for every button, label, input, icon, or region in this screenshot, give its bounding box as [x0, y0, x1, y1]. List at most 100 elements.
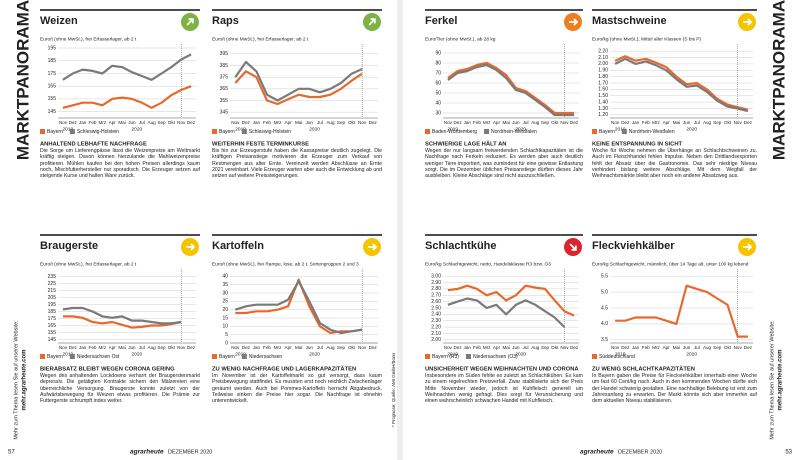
legend-swatch [212, 354, 217, 359]
y-tick-label: 0 [225, 340, 228, 346]
chart-subtitle: Euro/t (ohne MwSt.), frei Erfasserlager,… [212, 36, 309, 42]
page-number: 53 [785, 450, 792, 456]
x-tick-label: Apr [493, 120, 501, 125]
trend-arrow [368, 243, 378, 251]
text-body: Die Sorge um Lieferengpässe lässt die We… [40, 148, 200, 180]
x-tick-label: Aug [326, 120, 335, 125]
text-heading: UNSICHERHEIT WEGEN WEIHNACHTEN UND CORON… [425, 367, 579, 373]
y-tick-label: 165 [48, 84, 57, 90]
x-tick-label: Apr [663, 120, 671, 125]
x-tick-label: Mrz [483, 120, 491, 125]
series-line [234, 280, 363, 335]
x-tick-label: Nov [611, 345, 620, 350]
legend-swatch [621, 129, 627, 134]
text-heading: ANHALTEND LEBHAFTE NACHFRAGE [40, 142, 147, 148]
x-tick-label: Okt [348, 120, 356, 125]
x-tick-label: Dez [242, 345, 251, 350]
y-tick-label: 235 [48, 274, 57, 280]
y-tick-label: 10 [222, 324, 228, 330]
legend-label: Bayern [219, 354, 235, 360]
x-tick-label: Jun [512, 120, 520, 125]
x-tick-label: Jul [317, 120, 323, 125]
x-tick-label: Aug [531, 120, 540, 125]
y-tick-label: 145 [48, 109, 57, 115]
x-tick-label: Jun [512, 345, 520, 350]
x-tick-label: Sep [713, 120, 722, 125]
y-tick-label: 195 [48, 302, 57, 308]
chart-title: Fleckviehkälber [592, 240, 675, 252]
y-tick-label: 20 [222, 307, 228, 313]
text-body: Insbesondere im Süden fehlte es zuletzt … [425, 373, 583, 405]
x-tick-label: Sep [337, 345, 346, 350]
series-line [614, 55, 749, 111]
x-tick-label: Aug [148, 120, 157, 125]
x-tick-label: Feb [642, 345, 650, 350]
y-tick-label: 2.00 [431, 337, 441, 343]
y-tick-label: 90 [435, 50, 441, 56]
series-line [447, 61, 575, 115]
legend-label: Süddeutschland [599, 354, 635, 360]
y-tick-label: 1.60 [598, 87, 608, 93]
y-tick-label: 2.30 [431, 318, 441, 324]
year-label: 2020 [132, 126, 143, 132]
x-tick-label: Apr [285, 345, 293, 350]
x-tick-label: Nov [358, 345, 367, 350]
x-tick-label: Aug [326, 345, 335, 350]
x-tick-label: Dez [187, 345, 196, 350]
y-tick-label: 205 [48, 295, 57, 301]
year-label: 2020 [132, 351, 143, 357]
x-tick-label: Dez [453, 345, 462, 350]
y-tick-label: 385 [220, 63, 229, 69]
legend-swatch [40, 129, 45, 134]
x-tick-label: Feb [89, 120, 97, 125]
y-tick-label: 1.40 [598, 99, 608, 105]
legend-label: Niedersachsen (O3) [473, 354, 518, 360]
x-tick-label: Nov [734, 345, 743, 350]
legend-swatch [425, 354, 430, 359]
x-tick-label: Nov [59, 120, 68, 125]
y-tick-label: 25 [222, 299, 228, 305]
x-tick-label: Nov [560, 120, 569, 125]
x-tick-label: Nov [734, 120, 743, 125]
legend-label: Bayern [599, 129, 615, 135]
x-tick-label: Mai [502, 345, 509, 350]
x-tick-label: Dez [187, 120, 196, 125]
x-tick-label: Jul [139, 345, 145, 350]
x-tick-label: Jan [632, 120, 640, 125]
x-tick-label: Mai [295, 345, 302, 350]
legend-label: Schleswig-Holstein [249, 129, 291, 135]
text-heading: ZU WENIG SCHLACHTKAPAZITÄTEN [592, 366, 695, 373]
y-tick-label: 4.5 [601, 305, 608, 311]
y-tick-label: 3.00 [431, 274, 441, 280]
chart-title: Weizen [40, 15, 78, 27]
y-tick-label: 155 [48, 330, 57, 336]
y-tick-label: 50 [435, 90, 441, 96]
x-tick-label: Jul [523, 345, 529, 350]
x-tick-label: Feb [642, 120, 650, 125]
year-label: 2020 [309, 351, 320, 357]
text-heading: SCHWIERIGE LAGE HÄLT AN [425, 141, 506, 148]
x-tick-label: Nov [358, 120, 367, 125]
x-tick-label: Mrz [274, 345, 282, 350]
legend-swatch [40, 354, 45, 359]
x-tick-label: Jul [523, 120, 529, 125]
year-label: 2019 [447, 351, 458, 357]
y-tick-label: 5.5 [601, 274, 608, 280]
y-tick-label: 80 [435, 60, 441, 66]
chart-subtitle: Euro/t (ohne MwSt.), frei Rampe, lose, a… [212, 261, 359, 267]
y-tick-label: 185 [48, 58, 57, 64]
y-tick-label: 1.50 [598, 93, 608, 99]
x-tick-label: Jun [306, 345, 314, 350]
y-tick-label: 2.10 [431, 331, 441, 337]
chart-subtitle: Euro/kg (ohne MwSt.), Mittel aller Klass… [592, 36, 701, 42]
y-tick-label: 175 [48, 316, 57, 322]
x-tick-label: Aug [703, 120, 712, 125]
y-tick-label: 5.0 [601, 289, 608, 295]
chart-subtitle: Euro/t (ohne MwSt.), frei Erfasserlager,… [40, 261, 137, 267]
x-tick-label: Jun [683, 120, 691, 125]
x-tick-label: Jun [306, 120, 314, 125]
legend-label: Schleswig-Holstein [77, 129, 119, 135]
y-tick-label: 2.10 [598, 55, 608, 61]
legend-label: Bayern [47, 129, 63, 135]
x-tick-label: Okt [168, 345, 176, 350]
